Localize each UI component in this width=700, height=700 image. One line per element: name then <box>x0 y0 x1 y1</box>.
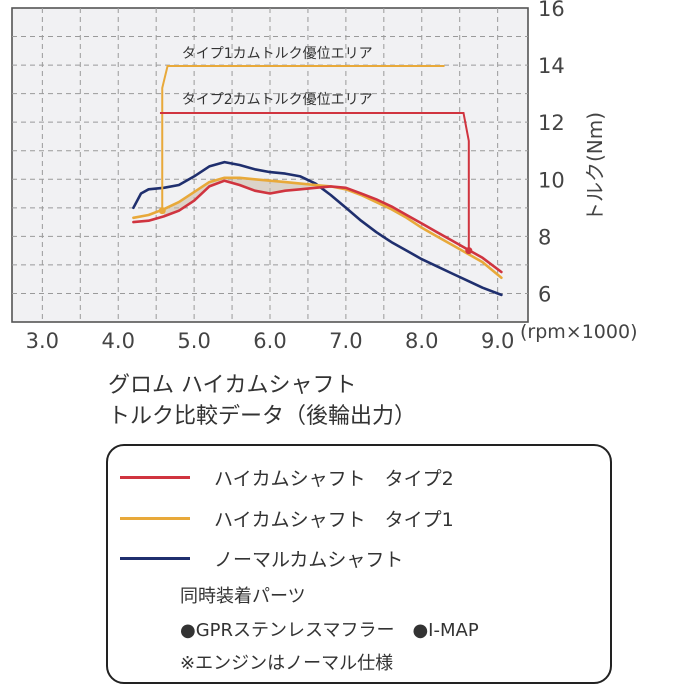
annotation-leader-type1 <box>161 65 445 211</box>
x-tick-label: 3.0 <box>26 329 59 353</box>
chart-series <box>132 160 503 297</box>
chart-grid <box>11 7 529 323</box>
advantage-band <box>163 177 346 217</box>
series-line-type2 <box>132 179 503 274</box>
legend-item-type1: ハイカムシャフト タイプ1 <box>120 504 454 532</box>
chart-caption: グロム ハイカムシャフト トルク比較データ（後輪出力） <box>108 370 416 432</box>
legend-item-type2: ハイカムシャフト タイプ2 <box>120 463 454 491</box>
series-line-type1 <box>132 176 503 280</box>
legend-swatch-normal <box>120 556 190 560</box>
y-axis: 6 8 10 12 14 16 <box>538 0 565 306</box>
legend-item-normal: ノーマルカムシャフト <box>120 544 403 572</box>
annotation-label-type1: タイプ1カムトルク優位エリア <box>182 46 373 62</box>
annotation-leader-type2 <box>159 112 470 251</box>
legend-swatch-type2 <box>120 475 190 479</box>
annotation-label-type2: タイプ2カムトルク優位エリア <box>182 92 373 108</box>
x-tick-label: 6.0 <box>253 329 286 353</box>
caption-line-2: トルク比較データ（後輪出力） <box>108 404 417 429</box>
x-tick-label: 8.0 <box>405 329 438 353</box>
legend-label-normal: ノーマルカムシャフト <box>214 548 404 571</box>
x-tick-label: 7.0 <box>329 329 362 353</box>
legend-swatch-type1 <box>120 516 190 520</box>
parts-heading: 同時装着パーツ <box>180 586 306 607</box>
y-tick-label: 10 <box>538 168 565 192</box>
legend-label-type2: ハイカムシャフト タイプ2 <box>214 467 454 490</box>
type1-advantage-band <box>163 177 346 217</box>
legend-label-type1: ハイカムシャフト タイプ1 <box>214 508 454 531</box>
y-tick-label: 16 <box>538 0 565 21</box>
x-axis: 3.0 4.0 5.0 6.0 7.0 8.0 9.0 <box>26 329 515 353</box>
parts-list: ●GPRステンレスマフラー ●I-MAP <box>180 620 479 641</box>
x-tick-label: 4.0 <box>102 329 135 353</box>
y-tick-label: 6 <box>538 282 551 306</box>
y-tick-label: 14 <box>538 54 565 78</box>
engine-note: ※エンジンはノーマル仕様 <box>180 653 394 674</box>
x-tick-label: 5.0 <box>177 329 210 353</box>
annotation-marker-type2 <box>465 247 473 255</box>
y-tick-label: 12 <box>538 111 565 135</box>
series-line-normal <box>132 160 503 297</box>
y-axis-label: トルク(Nm) <box>583 112 607 222</box>
caption-line-1: グロム ハイカムシャフト <box>108 373 357 398</box>
annotation-marker-type1 <box>158 207 166 215</box>
x-tick-label: 9.0 <box>481 329 514 353</box>
y-tick-label: 8 <box>538 225 551 249</box>
legend-box: ハイカムシャフト タイプ2 ハイカムシャフト タイプ1 ノーマルカムシャフト 同… <box>106 444 612 684</box>
x-axis-unit: (rpm×1000) <box>520 321 637 343</box>
